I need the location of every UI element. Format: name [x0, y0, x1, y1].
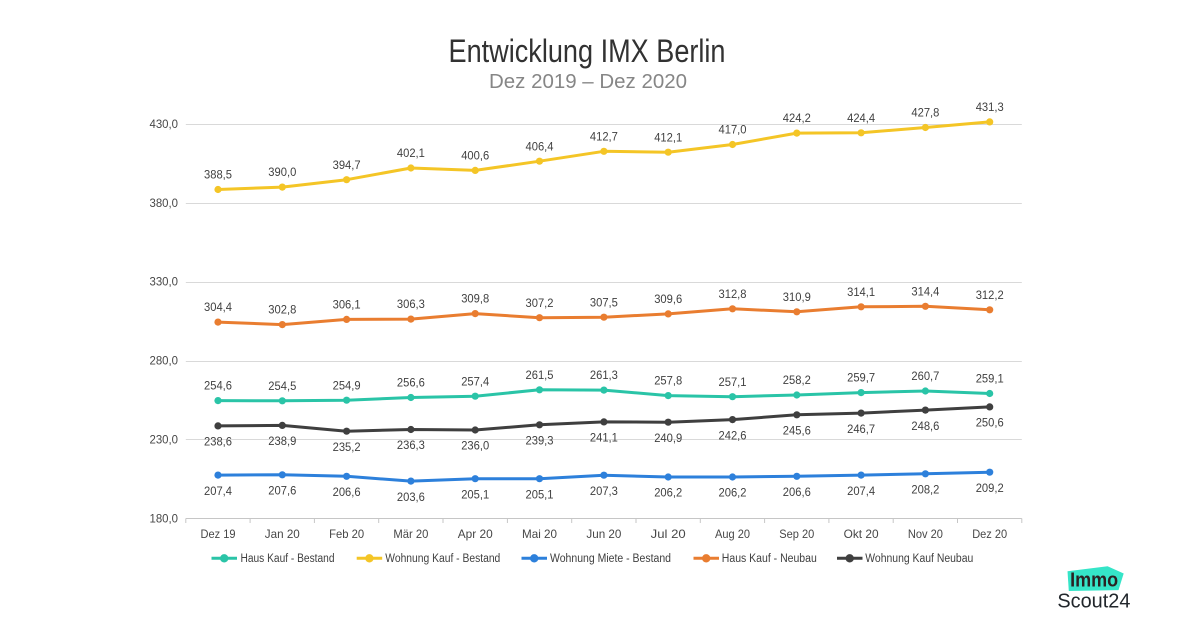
svg-text:205,1: 205,1	[526, 489, 554, 501]
svg-text:Okt 20: Okt 20	[844, 527, 879, 541]
svg-text:314,4: 314,4	[911, 286, 940, 298]
svg-text:430,0: 430,0	[150, 119, 179, 131]
svg-text:235,2: 235,2	[333, 442, 361, 454]
svg-text:206,2: 206,2	[654, 488, 682, 500]
svg-text:261,3: 261,3	[590, 370, 618, 382]
svg-text:310,9: 310,9	[783, 292, 811, 304]
svg-text:246,7: 246,7	[847, 424, 875, 436]
svg-text:Dez 19: Dez 19	[201, 527, 236, 541]
svg-text:306,1: 306,1	[333, 300, 361, 312]
svg-text:Jun 20: Jun 20	[586, 527, 621, 541]
svg-text:Jul 20: Jul 20	[651, 527, 686, 541]
svg-text:307,2: 307,2	[526, 298, 554, 310]
svg-text:203,6: 203,6	[397, 492, 425, 504]
svg-text:390,0: 390,0	[268, 167, 296, 179]
svg-text:424,2: 424,2	[783, 113, 811, 125]
svg-text:Dez 20: Dez 20	[972, 527, 1007, 541]
svg-text:314,1: 314,1	[847, 287, 875, 299]
svg-text:207,4: 207,4	[847, 486, 876, 498]
svg-text:259,1: 259,1	[976, 374, 1004, 386]
svg-text:307,5: 307,5	[590, 297, 618, 309]
svg-text:240,9: 240,9	[654, 433, 682, 445]
svg-text:257,1: 257,1	[719, 377, 747, 389]
svg-text:230,0: 230,0	[150, 434, 179, 446]
svg-text:380,0: 380,0	[150, 198, 179, 210]
svg-text:400,6: 400,6	[461, 151, 489, 163]
svg-text:241,1: 241,1	[590, 433, 618, 445]
svg-text:Nov 20: Nov 20	[908, 527, 943, 541]
svg-text:280,0: 280,0	[150, 356, 179, 368]
svg-text:256,6: 256,6	[397, 378, 425, 390]
svg-text:206,2: 206,2	[719, 488, 747, 500]
svg-text:424,4: 424,4	[847, 113, 876, 125]
svg-text:Wohnung Kauf Neubau: Wohnung Kauf Neubau	[865, 553, 973, 565]
svg-text:239,3: 239,3	[526, 436, 554, 448]
svg-text:Haus Kauf - Bestand: Haus Kauf - Bestand	[241, 553, 335, 565]
svg-text:254,6: 254,6	[204, 381, 232, 393]
svg-text:302,8: 302,8	[268, 305, 296, 317]
svg-text:238,6: 238,6	[204, 437, 232, 449]
svg-text:Feb 20: Feb 20	[329, 527, 364, 541]
svg-text:431,3: 431,3	[976, 102, 1004, 114]
svg-text:208,2: 208,2	[911, 485, 939, 497]
svg-text:417,0: 417,0	[719, 125, 747, 137]
svg-text:Haus Kauf - Neubau: Haus Kauf - Neubau	[722, 553, 817, 565]
svg-text:Sep 20: Sep 20	[779, 527, 814, 541]
svg-text:Mai 20: Mai 20	[522, 527, 557, 541]
svg-text:Dez 2019 – Dez 2020: Dez 2019 – Dez 2020	[489, 71, 687, 93]
svg-text:236,3: 236,3	[397, 440, 425, 452]
svg-text:236,0: 236,0	[461, 441, 489, 453]
svg-text:412,7: 412,7	[590, 131, 618, 143]
svg-text:Immo: Immo	[1070, 570, 1118, 592]
svg-text:402,1: 402,1	[397, 148, 425, 160]
svg-text:261,5: 261,5	[526, 370, 554, 382]
svg-text:Apr 20: Apr 20	[458, 527, 493, 541]
svg-text:330,0: 330,0	[150, 277, 179, 289]
svg-text:306,3: 306,3	[397, 299, 425, 311]
svg-text:Scout24: Scout24	[1057, 591, 1130, 613]
svg-text:180,0: 180,0	[150, 513, 179, 525]
svg-text:260,7: 260,7	[911, 371, 939, 383]
svg-text:238,9: 238,9	[268, 436, 296, 448]
svg-text:259,7: 259,7	[847, 373, 875, 385]
svg-text:388,5: 388,5	[204, 170, 232, 182]
svg-text:Mär 20: Mär 20	[393, 527, 428, 541]
svg-text:427,8: 427,8	[911, 108, 939, 120]
svg-text:250,6: 250,6	[976, 418, 1004, 430]
svg-text:254,9: 254,9	[333, 380, 361, 392]
svg-text:207,6: 207,6	[268, 486, 296, 498]
svg-text:312,8: 312,8	[719, 289, 747, 301]
svg-text:248,6: 248,6	[911, 421, 939, 433]
svg-text:394,7: 394,7	[333, 160, 361, 172]
svg-text:257,8: 257,8	[654, 376, 682, 388]
svg-text:Jan 20: Jan 20	[265, 527, 300, 541]
svg-text:Wohnung Kauf - Bestand: Wohnung Kauf - Bestand	[385, 553, 500, 565]
svg-text:245,6: 245,6	[783, 426, 811, 438]
svg-text:312,2: 312,2	[976, 290, 1004, 302]
svg-text:406,4: 406,4	[526, 141, 555, 153]
svg-text:Entwicklung IMX Berlin: Entwicklung IMX Berlin	[449, 33, 726, 69]
svg-text:206,6: 206,6	[783, 487, 811, 499]
svg-text:412,1: 412,1	[654, 132, 682, 144]
svg-text:207,4: 207,4	[204, 486, 233, 498]
svg-text:304,4: 304,4	[204, 302, 233, 314]
svg-text:258,2: 258,2	[783, 375, 811, 387]
svg-text:Wohnung Miete - Bestand: Wohnung Miete - Bestand	[550, 553, 671, 565]
svg-text:309,6: 309,6	[654, 294, 682, 306]
svg-text:Aug 20: Aug 20	[715, 527, 750, 541]
svg-text:206,6: 206,6	[333, 487, 361, 499]
svg-text:257,4: 257,4	[461, 376, 490, 388]
svg-text:309,8: 309,8	[461, 294, 489, 306]
svg-text:254,5: 254,5	[268, 381, 296, 393]
svg-text:242,6: 242,6	[719, 430, 747, 442]
svg-text:205,1: 205,1	[461, 489, 489, 501]
svg-text:209,2: 209,2	[976, 483, 1004, 495]
svg-text:207,3: 207,3	[590, 486, 618, 498]
